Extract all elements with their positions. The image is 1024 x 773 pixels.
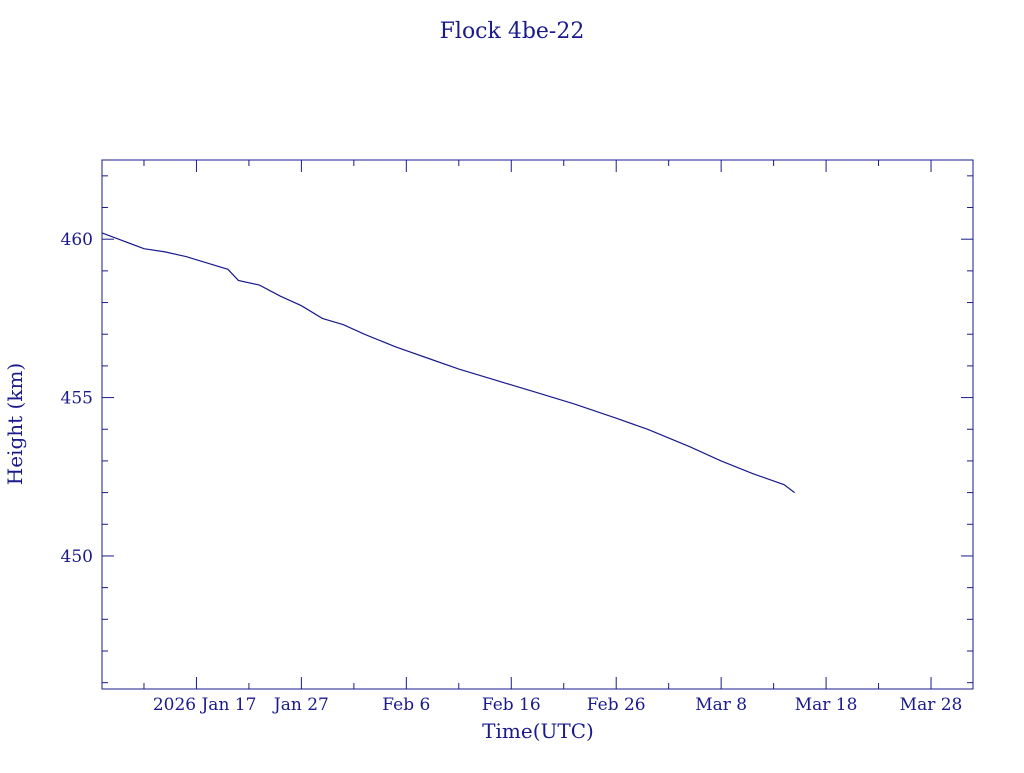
plot-frame: [101, 159, 974, 690]
x-tick-label: Feb 16: [482, 695, 541, 715]
height-series-line: [101, 232, 795, 494]
y-tick-label: 455: [61, 389, 93, 409]
x-tick-label: Mar 18: [795, 695, 858, 715]
y-axis-label: Height (km): [3, 363, 27, 485]
y-tick-label: 460: [61, 230, 93, 250]
chart-title: Flock 4be-22: [440, 19, 585, 44]
x-tick-label: Mar 8: [695, 695, 747, 715]
x-tick-label: Feb 26: [587, 695, 646, 715]
y-axis: 450 455 460: [61, 175, 973, 684]
x-axis: 2026 Jan 17 Jan 27 Feb 6 Feb 16 Feb 26 Mar 8 M…: [143, 160, 963, 715]
x-tick-label: Jan 27: [272, 695, 329, 715]
x-tick-label: Mar 28: [900, 695, 963, 715]
x-tick-label: Feb 6: [382, 695, 430, 715]
y-tick-label: 450: [61, 547, 93, 567]
x-axis-label: Time(UTC): [482, 719, 594, 743]
x-tick-label: 2026 Jan 17: [153, 695, 257, 715]
